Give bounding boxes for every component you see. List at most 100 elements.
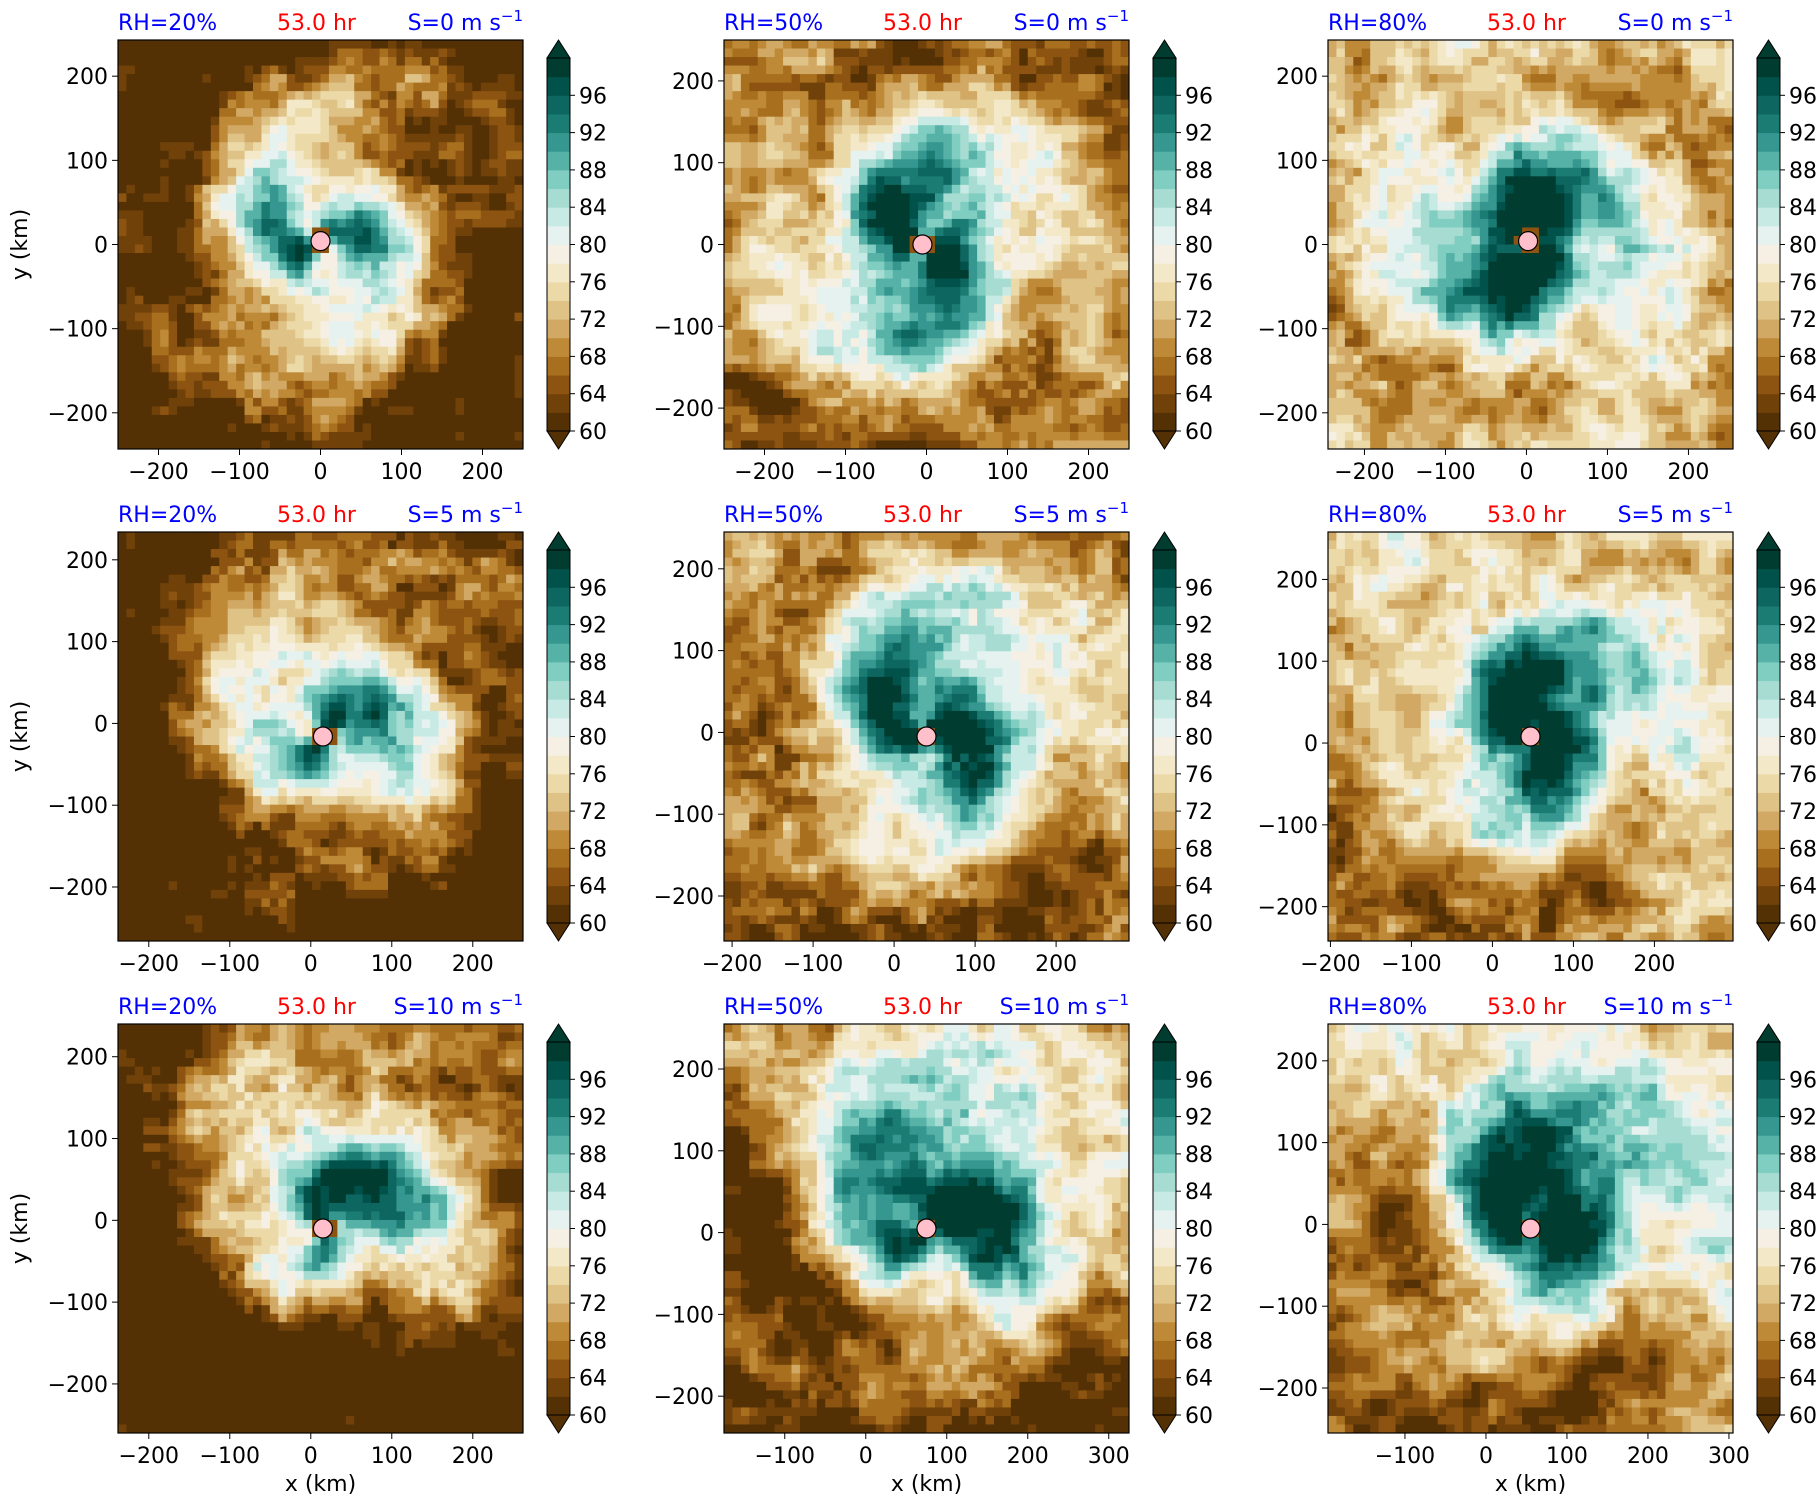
rh-cell bbox=[859, 329, 869, 339]
rh-cell bbox=[901, 414, 911, 425]
rh-cell bbox=[901, 440, 911, 449]
rh-cell bbox=[160, 380, 170, 390]
rh-cell bbox=[244, 218, 254, 229]
rh-cell bbox=[867, 159, 877, 169]
rh-cell bbox=[126, 253, 136, 263]
rh-cell bbox=[926, 99, 936, 109]
rh-cell bbox=[253, 406, 263, 416]
rh-cell bbox=[808, 99, 818, 109]
rh-cell bbox=[859, 210, 869, 220]
rh-cell bbox=[396, 372, 406, 382]
rh-cell bbox=[901, 372, 911, 382]
rh-cell bbox=[968, 99, 978, 109]
rh-cell bbox=[1078, 40, 1088, 50]
rh-cell bbox=[977, 99, 987, 109]
rh-cell bbox=[379, 414, 389, 425]
rh-cell bbox=[193, 218, 203, 229]
rh-cell bbox=[438, 142, 448, 152]
rh-cell bbox=[1002, 363, 1012, 373]
rh-cell bbox=[1103, 338, 1113, 348]
rh-cell bbox=[253, 261, 263, 271]
rh-cell bbox=[447, 65, 457, 75]
rh-cell bbox=[354, 321, 364, 331]
rh-cell bbox=[202, 261, 212, 271]
rh-cell bbox=[909, 304, 919, 314]
rh-cell bbox=[724, 210, 734, 220]
rh-cell bbox=[1027, 338, 1037, 348]
rh-label: RH=50% bbox=[724, 11, 823, 36]
rh-cell bbox=[875, 74, 885, 84]
rh-cell bbox=[1336, 287, 1346, 297]
rh-cell bbox=[421, 142, 431, 152]
rh-cell bbox=[1061, 159, 1071, 169]
rh-cell bbox=[447, 201, 457, 212]
rh-cell bbox=[994, 184, 1004, 194]
rh-cell bbox=[303, 57, 313, 67]
rh-cell bbox=[371, 397, 381, 407]
rh-cell bbox=[506, 159, 516, 169]
rh-cell bbox=[227, 329, 237, 339]
rh-cell bbox=[371, 218, 381, 229]
rh-cell bbox=[884, 108, 894, 118]
rh-field bbox=[724, 40, 1129, 449]
rh-cell bbox=[943, 270, 953, 280]
rh-cell bbox=[808, 363, 818, 373]
rh-cell bbox=[126, 108, 136, 118]
rh-cell bbox=[413, 295, 423, 305]
rh-cell bbox=[463, 431, 473, 442]
rh-cell bbox=[244, 338, 254, 348]
rh-cell bbox=[968, 167, 978, 177]
rh-cell bbox=[472, 125, 482, 135]
rh-cell bbox=[278, 176, 288, 186]
rh-cell bbox=[1120, 312, 1129, 322]
rh-cell bbox=[354, 74, 364, 84]
rh-cell bbox=[934, 91, 944, 101]
rh-cell bbox=[757, 193, 767, 203]
rh-cell bbox=[732, 389, 742, 399]
rh-cell bbox=[799, 270, 809, 280]
rh-cell bbox=[328, 338, 338, 348]
storm-center-marker bbox=[912, 234, 933, 255]
rh-cell bbox=[1120, 346, 1129, 356]
rh-cell bbox=[757, 397, 767, 407]
rh-cell bbox=[808, 167, 818, 177]
rh-cell bbox=[455, 125, 465, 135]
rh-cell bbox=[791, 312, 801, 322]
rh-cell bbox=[918, 210, 928, 220]
rh-cell bbox=[1053, 108, 1063, 118]
rh-cell bbox=[447, 218, 457, 229]
rh-cell bbox=[185, 116, 195, 126]
rh-cell bbox=[151, 440, 161, 449]
rh-cell bbox=[808, 406, 818, 416]
rh-cell bbox=[413, 193, 423, 203]
rh-cell bbox=[1120, 380, 1129, 390]
rh-cell bbox=[463, 423, 473, 433]
rh-cell bbox=[177, 389, 187, 399]
rh-cell bbox=[1336, 380, 1346, 390]
rh-cell bbox=[757, 414, 767, 425]
rh-cell bbox=[1019, 167, 1029, 177]
rh-cell bbox=[261, 74, 271, 84]
rh-cell bbox=[825, 142, 835, 152]
rh-cell bbox=[253, 116, 263, 126]
rh-cell bbox=[934, 116, 944, 126]
rh-cell bbox=[926, 253, 936, 263]
rh-cell bbox=[1095, 244, 1105, 254]
rh-cell bbox=[210, 133, 220, 143]
rh-cell bbox=[757, 355, 767, 365]
rh-cell bbox=[236, 82, 246, 92]
rh-cell bbox=[227, 253, 237, 263]
rh-cell bbox=[143, 227, 153, 237]
rh-cell bbox=[337, 65, 347, 75]
rh-cell bbox=[1053, 287, 1063, 297]
rh-cell bbox=[1086, 278, 1096, 288]
rh-cell bbox=[968, 227, 978, 237]
rh-cell bbox=[859, 414, 869, 425]
rh-cell bbox=[185, 82, 195, 92]
rh-cell bbox=[892, 312, 902, 322]
rh-cell bbox=[1053, 423, 1063, 433]
rh-cell bbox=[227, 270, 237, 280]
rh-cell bbox=[1027, 150, 1037, 160]
rh-cell bbox=[816, 184, 826, 194]
rh-cell bbox=[126, 389, 136, 399]
